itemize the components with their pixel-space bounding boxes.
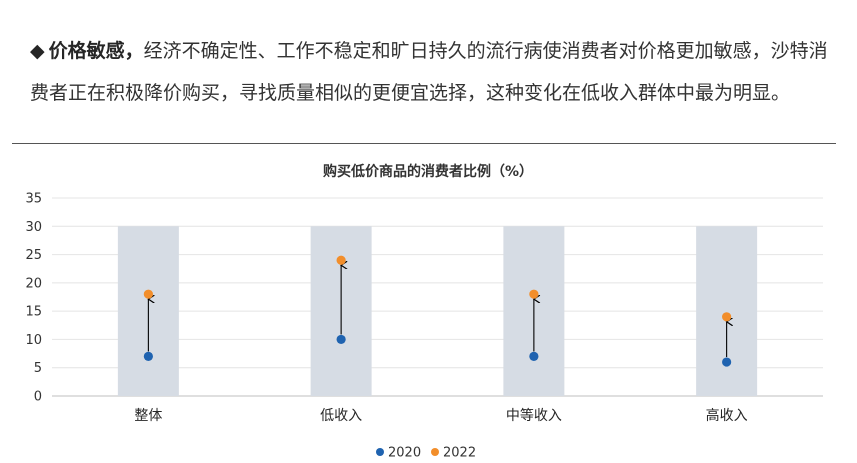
y-tick-label: 20 xyxy=(25,276,42,291)
x-category-label: 高收入 xyxy=(706,407,748,424)
y-tick-label: 0 xyxy=(34,390,42,405)
legend-label-2022: 2022 xyxy=(443,446,476,461)
summary-paragraph: ◆ 价格敏感，经济不确定性、工作不稳定和旷日持久的流行病使消费者对价格更加敏感，沙… xyxy=(30,30,838,114)
point-2020 xyxy=(529,351,539,361)
point-2022 xyxy=(722,312,732,322)
y-tick-label: 35 xyxy=(25,192,42,207)
chart-title: 购买低价商品的消费者比例（%） xyxy=(323,163,533,180)
legend-label-2020: 2020 xyxy=(388,446,421,461)
point-2022 xyxy=(529,289,539,299)
x-category-label: 整体 xyxy=(134,408,162,424)
paragraph-lead: 价格敏感， xyxy=(48,40,144,62)
paragraph-body: 经济不确定性、工作不稳定和旷日持久的流行病使消费者对价格更加敏感，沙特消费者正在… xyxy=(30,40,828,104)
section-divider xyxy=(12,143,836,144)
point-2020 xyxy=(336,334,346,345)
x-category-label: 低收入 xyxy=(320,408,362,424)
legend-marker-2022 xyxy=(431,448,439,456)
point-2020 xyxy=(143,351,153,361)
y-tick-label: 25 xyxy=(25,248,42,263)
point-2022 xyxy=(143,289,153,299)
category-band xyxy=(696,226,758,396)
x-category-label: 中等收入 xyxy=(506,407,562,424)
point-2020 xyxy=(722,357,732,367)
diamond-bullet-icon: ◆ xyxy=(30,40,45,62)
chart-legend: 2020 2022 xyxy=(376,446,476,461)
y-tick-label: 10 xyxy=(25,333,42,348)
point-2022 xyxy=(336,255,346,265)
legend-marker-2020 xyxy=(376,448,384,456)
y-tick-label: 30 xyxy=(25,220,42,235)
y-tick-label: 15 xyxy=(25,305,42,320)
y-tick-label: 5 xyxy=(34,361,42,376)
